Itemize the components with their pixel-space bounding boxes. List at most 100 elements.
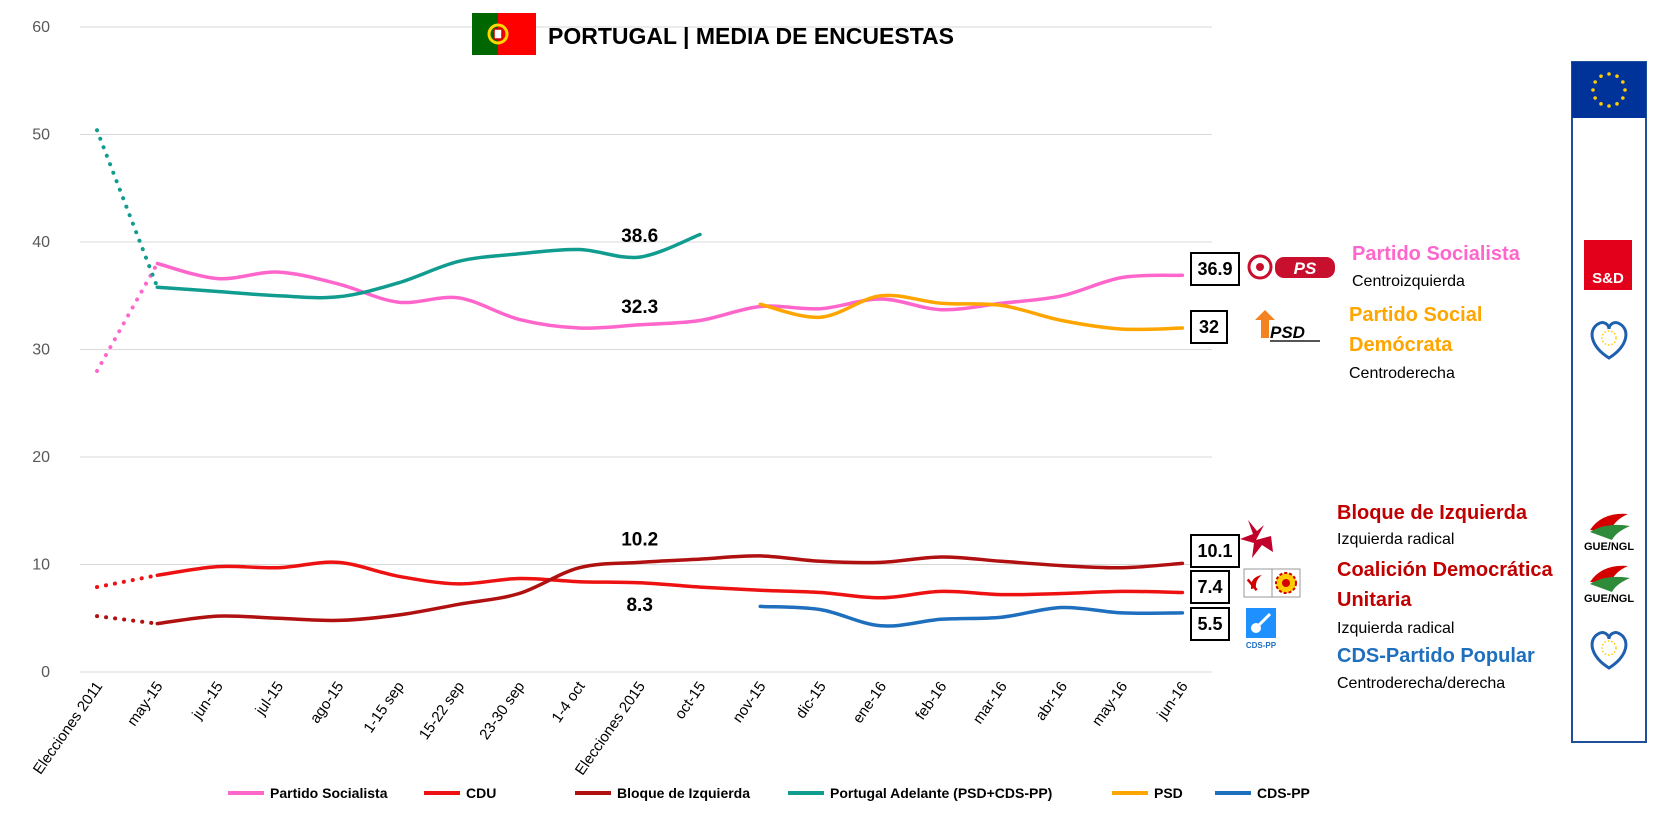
series-cdu-line <box>155 560 1185 600</box>
party-ideology-cdu: Izquierda radical <box>1337 620 1455 637</box>
series-psd-line <box>758 293 1185 332</box>
legend-label: Bloque de Izquierda <box>617 785 750 801</box>
x-tick-label: oct-15 <box>671 679 709 723</box>
psd-logo-text: PSD <box>1270 323 1305 342</box>
eu-star <box>1621 80 1625 84</box>
end-label-ps: 36.9 <box>1190 252 1240 286</box>
x-tick-label: may-15 <box>124 679 167 730</box>
x-tick-label: 1-15 sep <box>360 679 407 737</box>
eu-group-panel: S&D GUE/NGL GUE/NGL <box>1571 61 1647 743</box>
eu-star <box>1607 104 1611 108</box>
x-tick-label: ago-15 <box>307 679 348 727</box>
series-cds-line <box>758 604 1185 628</box>
party-ideology-ps: Centroizquierda <box>1352 273 1465 290</box>
end-label-psd: 32 <box>1190 310 1228 344</box>
gue-ngl-label-2: GUE/NGL <box>1584 593 1634 605</box>
data-label: 10.2 <box>621 529 658 550</box>
x-tick-label: 15-22 sep <box>416 679 468 743</box>
party-name-ps: Partido Socialista <box>1352 243 1520 265</box>
gue-ngl-icon: GUE/NGL <box>1584 565 1634 605</box>
series-be-line <box>155 554 1185 626</box>
legend-label: CDU <box>466 785 496 801</box>
series-lines <box>95 128 1185 628</box>
eu-star <box>1623 88 1627 92</box>
chart-title: PORTUGAL | MEDIA DE ENCUESTAS <box>548 23 954 49</box>
series-cds <box>758 604 1185 628</box>
ps-logo-icon: PS <box>1247 254 1335 280</box>
x-tick-label: may-16 <box>1089 679 1132 730</box>
x-axis-ticks: Elecciones 2011 may-15 jun-15 jul-15 ago-15 1… <box>30 678 1192 779</box>
x-tick-label: ene-16 <box>849 679 890 727</box>
x-tick-label: nov-15 <box>729 679 769 726</box>
end-label-cdu: 7.4 <box>1190 570 1230 604</box>
data-label: 38.6 <box>621 226 658 247</box>
x-tick-label: jul-15 <box>252 679 288 720</box>
y-tick-label: 60 <box>32 19 50 36</box>
cds-logo-icon: CDS-PP <box>1246 608 1277 650</box>
sd-group-label: S&D <box>1592 270 1624 287</box>
data-label: 32.3 <box>621 297 658 318</box>
end-label-cds: 5.5 <box>1190 607 1230 641</box>
y-tick-label: 50 <box>32 127 50 144</box>
eu-star <box>1621 96 1625 100</box>
ps-logo-text: PS <box>1294 259 1317 278</box>
eu-star <box>1593 80 1597 84</box>
sd-group-icon: S&D <box>1584 240 1632 290</box>
party-name-psd-line2: Demócrata <box>1349 334 1453 356</box>
x-tick-label: mar-16 <box>970 679 1011 728</box>
party-ideology-psd: Centroderecha <box>1349 365 1455 382</box>
party-name-cdu-line1: Coalición Democrática <box>1337 559 1553 581</box>
legend-label: PSD <box>1154 785 1183 801</box>
epp-heart-icon <box>1590 631 1628 670</box>
x-tick-label: abr-16 <box>1032 679 1071 724</box>
series-ps-dotted <box>95 261 160 373</box>
series-pa-dotted <box>95 128 160 290</box>
series-pa-line <box>155 232 702 300</box>
eu-star <box>1593 96 1597 100</box>
legend: Partido Socialista CDU Bloque de Izquierda… <box>228 785 1310 801</box>
legend-label: Partido Socialista <box>270 785 388 801</box>
eu-star <box>1615 102 1619 106</box>
psd-logo-icon: PSD <box>1255 310 1320 342</box>
eu-star <box>1599 74 1603 78</box>
party-ideology-be: Izquierda radical <box>1337 531 1455 548</box>
legend-label: Portugal Adelante (PSD+CDS-PP) <box>830 785 1052 801</box>
series-be-dotted <box>95 614 160 626</box>
legend-item-cdu: CDU <box>424 785 496 801</box>
eu-star <box>1599 102 1603 106</box>
eu-star <box>1607 72 1611 76</box>
end-label-be: 10.1 <box>1190 534 1240 568</box>
cds-logo-text: CDS-PP <box>1246 641 1277 650</box>
eu-star <box>1591 88 1595 92</box>
legend-item-be: Bloque de Izquierda <box>575 785 750 801</box>
x-tick-label: feb-16 <box>912 679 950 724</box>
series-cdu <box>95 560 1185 600</box>
party-name-cdu-line2: Unitaria <box>1337 589 1412 611</box>
series-ps <box>95 261 1185 373</box>
y-axis-ticks: 0 10 20 30 40 50 60 <box>32 19 50 681</box>
x-tick-label: Elecciones 2011 <box>30 679 106 778</box>
data-label: 8.3 <box>626 595 652 616</box>
be-star-icon <box>1240 520 1273 558</box>
gue-ngl-icon: GUE/NGL <box>1584 513 1634 553</box>
x-tick-label: jun-15 <box>188 679 226 724</box>
epp-heart-icon <box>1590 321 1628 360</box>
title-block: PORTUGAL | MEDIA DE ENCUESTAS <box>472 13 954 55</box>
y-tick-label: 0 <box>41 664 50 681</box>
series-psd <box>758 293 1185 332</box>
y-tick-label: 40 <box>32 234 50 251</box>
x-tick-label: 1-4 oct <box>548 678 589 726</box>
annotations: 38.6 32.3 10.2 8.3 <box>621 226 658 616</box>
y-tick-label: 10 <box>32 557 50 574</box>
legend-label: CDS-PP <box>1257 785 1310 801</box>
party-name-cds: CDS-Partido Popular <box>1337 645 1535 667</box>
y-tick-label: 20 <box>32 449 50 466</box>
party-name-psd-line1: Partido Social <box>1349 304 1483 326</box>
gridlines <box>80 26 1212 673</box>
portugal-flag-icon <box>472 13 536 55</box>
party-ideology-cds: Centroderecha/derecha <box>1337 675 1506 692</box>
legend-item-pa: Portugal Adelante (PSD+CDS-PP) <box>788 785 1052 801</box>
y-tick-label: 30 <box>32 342 50 359</box>
